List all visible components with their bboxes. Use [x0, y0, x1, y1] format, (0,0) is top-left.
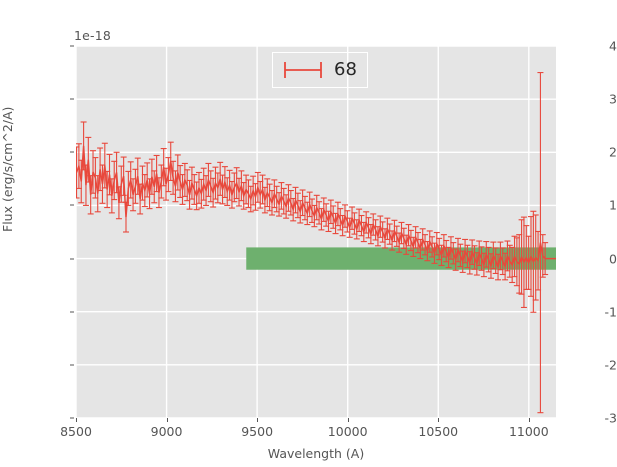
x-tick-label: 9500 [241, 424, 274, 439]
x-tick-mark [528, 418, 530, 422]
y-axis-offset-text: 1e-18 [74, 28, 112, 43]
y-tick-mark [70, 364, 74, 366]
y-tick-label: 4 [609, 38, 617, 54]
plot-area [76, 46, 556, 418]
x-tick-label: 8500 [60, 424, 92, 439]
x-tick-mark [166, 418, 168, 422]
errorbar-group [76, 72, 549, 414]
legend[interactable]: 68 [272, 52, 368, 88]
y-axis-label: Flux (erg/s/cm^2/A) [0, 106, 15, 232]
x-tick-label: 10000 [327, 424, 368, 439]
y-tick-label: 0 [609, 251, 617, 267]
x-tick-label: 9000 [150, 424, 183, 439]
x-tick-label: 11000 [508, 424, 549, 439]
x-tick-mark [257, 418, 259, 422]
legend-errorbar-icon [281, 59, 325, 81]
y-tick-label: 1 [609, 197, 617, 213]
y-tick-label: -2 [604, 357, 617, 373]
y-tick-mark [70, 204, 74, 206]
y-tick-mark [70, 45, 74, 47]
x-tick-label: 10500 [418, 424, 459, 439]
y-tick-mark [70, 258, 74, 260]
spectrum-line [76, 145, 556, 270]
y-tick-mark [70, 98, 74, 100]
y-tick-label: 2 [609, 144, 617, 160]
y-tick-label: -1 [604, 304, 617, 320]
y-tick-mark [70, 151, 74, 153]
data-series-layer [76, 72, 556, 414]
x-tick-mark [347, 418, 349, 422]
x-axis-label: Wavelength (A) [267, 446, 365, 461]
y-tick-label: 3 [609, 91, 617, 107]
y-tick-label: -3 [604, 410, 617, 426]
y-tick-mark [70, 417, 74, 419]
x-tick-mark [438, 418, 440, 422]
y-tick-mark [70, 311, 74, 313]
grid-lines [76, 46, 556, 418]
x-tick-mark [76, 418, 77, 422]
legend-label: 68 [334, 58, 357, 80]
